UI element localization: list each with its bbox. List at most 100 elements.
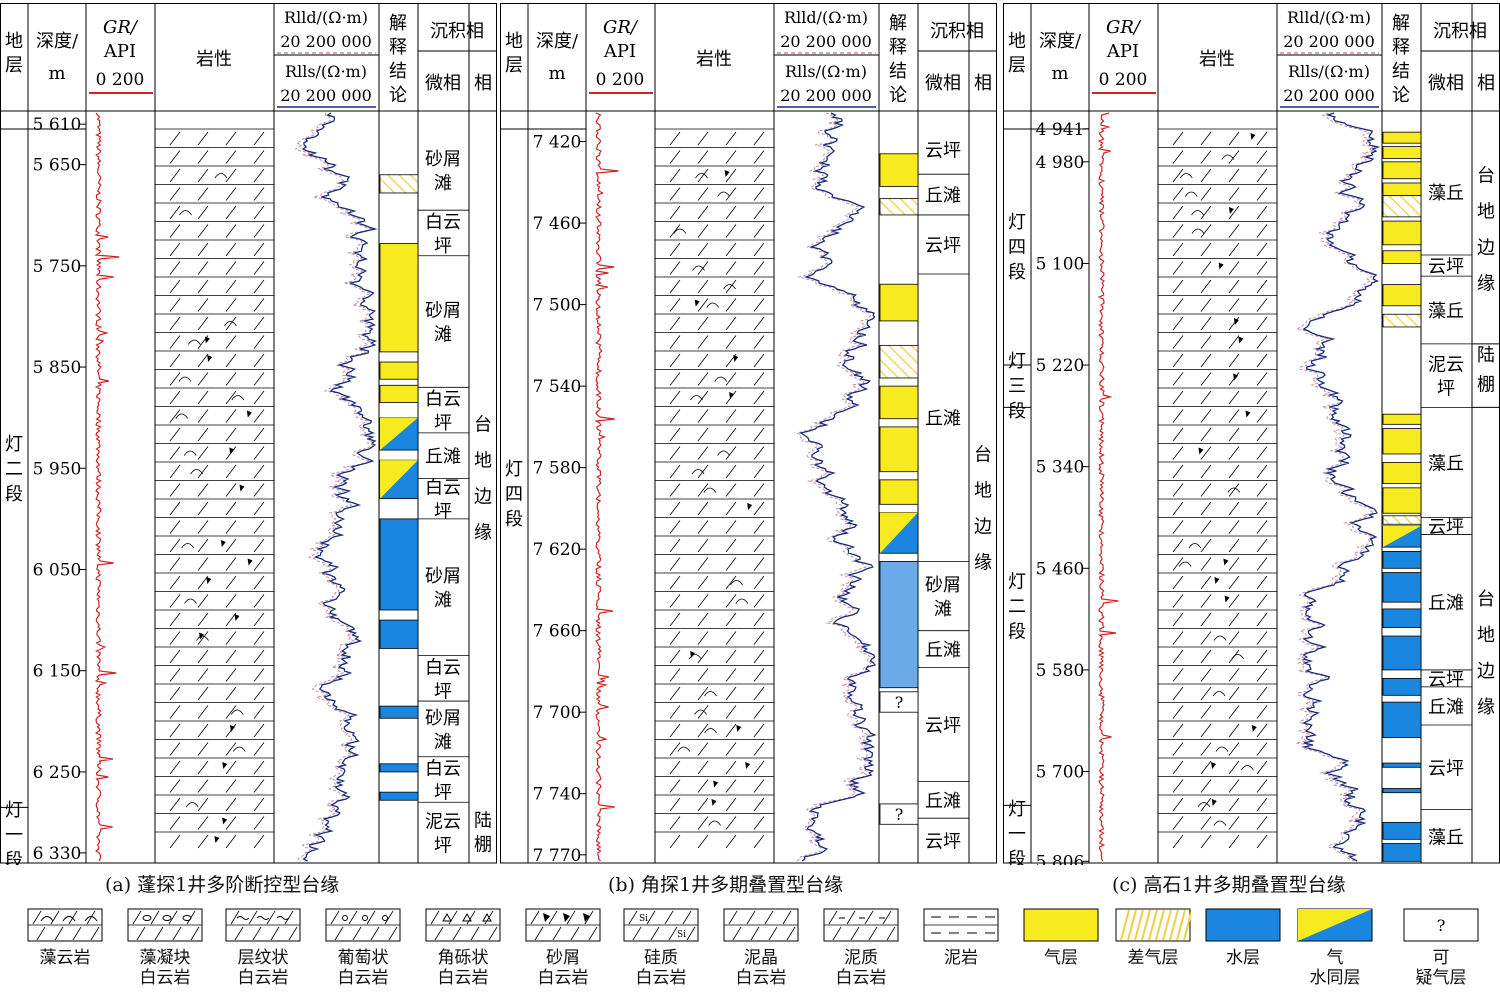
legend-label: 葡萄状 白云岩 <box>337 948 389 988</box>
dolomite-symbol <box>669 612 681 627</box>
dolomite-symbol <box>1200 372 1212 386</box>
dolomite-symbol <box>1200 298 1212 312</box>
legend-item-mud: 泥岩 <box>916 908 1006 968</box>
dolomite-symbol <box>169 483 181 497</box>
legend-label: 硅质 白云岩 <box>635 948 687 988</box>
dolomite-symbol <box>1200 335 1212 349</box>
dolo-line <box>646 910 656 925</box>
facies-label: 缘 <box>974 552 992 573</box>
dolomite-symbol <box>197 779 209 793</box>
dolomite-symbol <box>169 353 181 368</box>
gas-layer <box>1382 284 1422 307</box>
gas-layer <box>379 384 419 403</box>
stripe <box>1120 909 1130 941</box>
gas-layer <box>879 426 919 473</box>
dolomite-symbol <box>253 150 265 164</box>
dolomite-symbol <box>697 705 709 719</box>
algal-symbol <box>175 413 189 419</box>
sand-grain-symbol <box>214 836 220 843</box>
dolomite-symbol <box>1172 427 1184 442</box>
dolomite-symbol <box>697 612 709 627</box>
dolomite-symbol <box>1256 205 1268 220</box>
algal-symbol <box>1213 635 1227 641</box>
dolo-line <box>154 926 164 941</box>
algal-symbol <box>232 746 246 752</box>
dolomite-symbol <box>669 187 681 201</box>
dolo-line <box>234 926 244 941</box>
dolomite-symbol <box>669 557 681 571</box>
legend-swatch: ? <box>1403 908 1479 942</box>
clot-symbol <box>182 915 192 921</box>
formation-name: 四 <box>505 484 523 505</box>
microfacies-label: 云坪 <box>1428 257 1464 278</box>
legend-swatch: Si Si <box>623 908 699 942</box>
dolomite-symbol <box>753 686 765 701</box>
dolomite-symbol <box>1228 520 1240 534</box>
dolomite-symbol <box>1172 131 1184 146</box>
dolomite-symbol <box>1228 298 1240 312</box>
legend-label: 角砾状 白云岩 <box>437 948 489 988</box>
dolomite-symbol <box>225 797 237 812</box>
microfacies-label: 白云 <box>425 759 461 780</box>
dolomite-symbol <box>197 353 209 368</box>
dolomite-symbol <box>725 205 737 220</box>
legend-item-argil: 泥质 白云岩 <box>816 908 906 988</box>
dolomite-symbol <box>1228 261 1240 275</box>
dolomite-symbol <box>253 760 265 775</box>
dolomite-symbol <box>725 131 737 146</box>
dolomite-symbol <box>225 224 237 238</box>
stripe <box>1148 909 1158 941</box>
gas-layer <box>1382 182 1422 197</box>
header-formation: 层 <box>505 55 523 76</box>
dolomite-symbol <box>253 520 265 534</box>
sand-grain-symbol <box>1233 373 1239 381</box>
sand-grain-symbol <box>1250 133 1256 140</box>
dolomite-symbol <box>1200 409 1212 423</box>
legend-item-water: 水层 <box>1198 908 1288 968</box>
dolomite-symbol <box>669 816 681 830</box>
dolomite-symbol <box>169 242 181 257</box>
dolomite-symbol <box>725 372 737 386</box>
depth-tick-label: 5 610 <box>33 115 82 135</box>
dolomite-symbol <box>697 575 709 590</box>
dolomite-symbol <box>1228 557 1240 571</box>
microfacies-label: 云坪 <box>925 715 961 736</box>
sand-grain-symbol <box>247 558 253 566</box>
dolomite-symbol <box>669 205 681 220</box>
algal-symbol <box>181 543 195 549</box>
microfacies-label: 坪 <box>434 836 452 857</box>
facies-label-bottom: 棚 <box>474 835 492 856</box>
header-rlld: Rlld/(Ω·m) <box>1287 8 1371 27</box>
dolomite-symbol <box>753 298 765 312</box>
caption-b: (b) 角探1井多期叠置型台缘 <box>608 874 844 896</box>
formation-name: 段 <box>5 850 23 865</box>
dolomite-symbol <box>225 464 237 479</box>
dolo-line <box>886 926 896 941</box>
dolomite-symbol <box>753 279 765 294</box>
dolomite-symbol <box>1172 705 1184 719</box>
dolomite-symbol <box>1200 168 1212 183</box>
header-facies: 沉积相 <box>430 21 484 42</box>
dolomite-symbol <box>1228 705 1240 719</box>
dolomite-symbol <box>169 168 181 183</box>
header-gr-scale: 0 200 <box>1099 70 1148 90</box>
dolomite-symbol <box>197 168 209 183</box>
dolomite-symbol <box>253 483 265 497</box>
dolomite-symbol <box>669 446 681 460</box>
dolomite-symbol <box>169 594 181 608</box>
dolomite-symbol <box>169 834 181 849</box>
microfacies-label: 丘滩 <box>425 447 461 468</box>
dolomite-symbol <box>669 224 681 238</box>
microfacies-label: 云坪 <box>1428 517 1464 538</box>
dolomite-symbol <box>1256 816 1268 830</box>
dolomite-symbol <box>1172 538 1184 553</box>
dolomite-symbol <box>1228 779 1240 793</box>
dolomite-symbol <box>1200 705 1212 719</box>
grape-symbol <box>362 915 368 921</box>
dolomite-symbol <box>197 187 209 201</box>
dolomite-symbol <box>225 594 237 608</box>
dolomite-symbol <box>1256 242 1268 257</box>
dolomite-symbol <box>225 834 237 849</box>
algal-symbol <box>179 210 192 216</box>
dolomite-symbol <box>253 224 265 238</box>
